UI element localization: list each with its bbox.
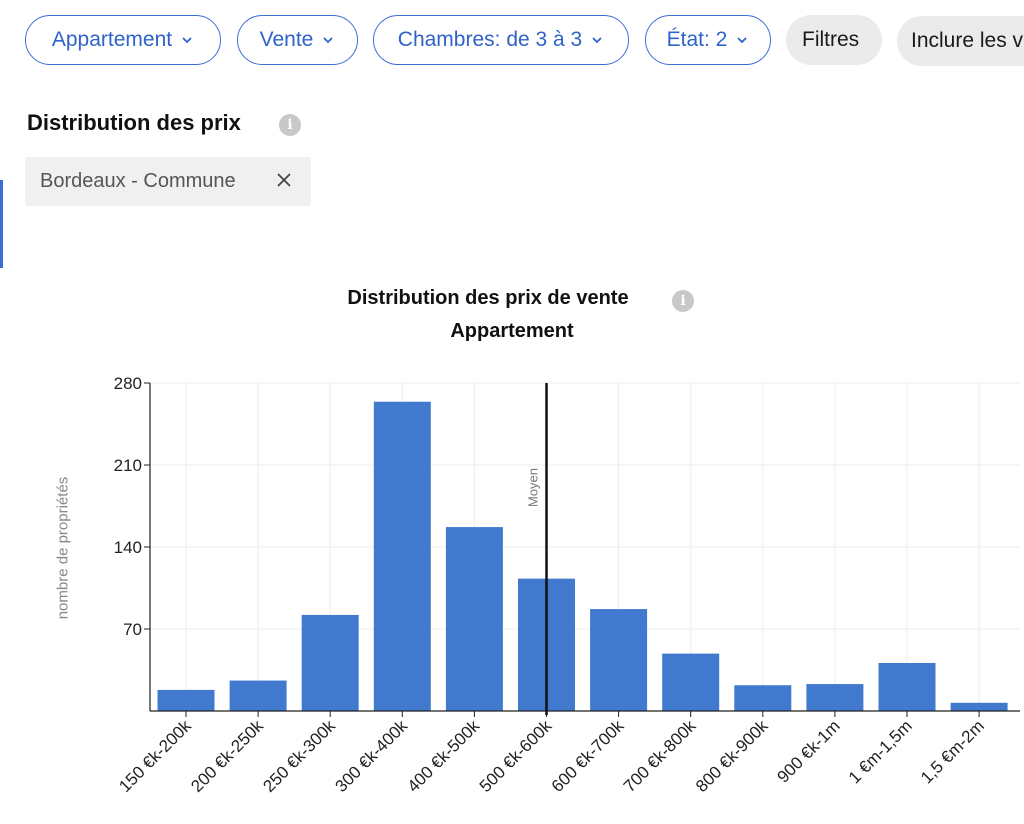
chevron-down-icon [737,37,747,44]
x-tick-label: 1,5 €m-2m [917,716,988,787]
bar-12[interactable] [950,702,1008,711]
bar-5[interactable] [445,527,503,711]
bar-1[interactable] [157,689,215,711]
filters-button[interactable]: Filtres [786,15,882,65]
filters-button-label: Filtres [802,28,860,51]
x-tick-label: 200 €k-250k [187,716,267,796]
bar-9[interactable] [734,685,792,711]
x-tick-label: 400 €k-500k [404,716,484,796]
x-tick-label: 1 €m-1,5m [845,716,916,787]
section-title: Distribution des prix [27,110,241,135]
chevron-down-icon [323,37,333,44]
filter-property-type-label: Appartement [51,28,173,51]
y-tick-label: 140 [114,538,142,557]
bar-4[interactable] [373,401,431,711]
x-tick-label: 800 €k-900k [692,716,772,796]
x-tick-label: 150 €k-200k [115,716,195,796]
location-chip-label: Bordeaux - Commune [40,170,236,192]
bar-8[interactable] [662,653,720,711]
x-tick-label: 700 €k-800k [620,716,700,796]
filter-bedrooms-label: Chambres: de 3 à 3 [397,28,583,51]
filter-transaction-type[interactable]: Vente [237,15,358,65]
x-tick-label: 250 €k-300k [259,716,339,796]
close-icon[interactable] [275,171,293,189]
x-tick-label: 900 €k-1m [773,716,843,786]
mean-marker-label: Moyen [526,468,541,507]
x-tick-label: 500 €k-600k [476,716,556,796]
bar-3[interactable] [301,614,359,711]
bar-11[interactable] [878,662,936,711]
x-tick-label: 600 €k-700k [548,716,628,796]
bar-10[interactable] [806,684,864,711]
x-tick-label: 300 €k-400k [332,716,412,796]
filter-condition[interactable]: État: 2 [645,15,771,65]
filter-bedrooms[interactable]: Chambres: de 3 à 3 [373,15,629,65]
y-tick-label: 210 [114,456,142,475]
y-tick-label: 70 [123,620,142,639]
filter-condition-label: État: 2 [666,28,728,51]
include-button-label: Inclure les v [911,29,1024,52]
include-button[interactable]: Inclure les v [897,16,1024,66]
bar-2[interactable] [229,680,287,711]
chart-subtitle: Appartement [450,320,574,342]
y-tick-label: 280 [114,374,142,393]
chart-title: Distribution des prix de vente [347,287,629,309]
info-icon[interactable]: i [279,114,301,136]
bar-7[interactable] [590,609,648,711]
chevron-down-icon [182,37,192,44]
chevron-down-icon [592,37,602,44]
filter-transaction-type-label: Vente [259,28,314,51]
filter-property-type[interactable]: Appartement [25,15,221,65]
location-chip: Bordeaux - Commune [25,157,311,206]
left-tab-indicator [0,180,3,268]
chart-info-icon[interactable]: i [672,290,694,312]
